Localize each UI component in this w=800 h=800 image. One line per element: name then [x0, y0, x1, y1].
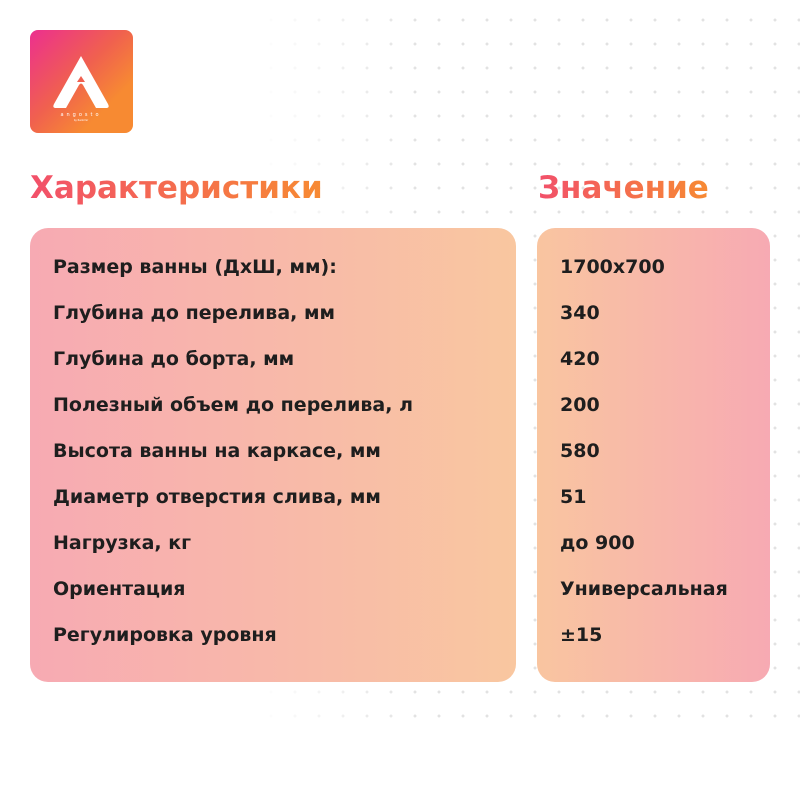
spec-label: Регулировка уровня	[53, 624, 277, 646]
characteristics-header: Характеристики	[30, 170, 323, 206]
spec-label: Размер ванны (ДхШ, мм):	[53, 256, 337, 278]
spec-label: Ориентация	[53, 578, 186, 600]
spec-value: 340	[560, 302, 600, 324]
spec-label: Высота ванны на каркасе, мм	[53, 440, 381, 462]
spec-value: до 900	[560, 532, 635, 554]
values-panel: 1700х700 340 420 200 580 51 до 900 Униве…	[537, 228, 770, 682]
spec-label: Глубина до борта, мм	[53, 348, 295, 370]
spec-value: 200	[560, 394, 600, 416]
logo: angosto by Radomir	[30, 30, 133, 133]
spec-label: Диаметр отверстия слива, мм	[53, 486, 381, 508]
spec-value: Универсальная	[560, 578, 728, 600]
spec-value: 1700х700	[560, 256, 665, 278]
spec-value: ±15	[560, 624, 603, 646]
spec-label: Полезный объем до перелива, л	[53, 394, 413, 416]
spec-value: 420	[560, 348, 600, 370]
value-header: Значение	[538, 170, 709, 206]
spec-value: 51	[560, 486, 587, 508]
spec-value: 580	[560, 440, 600, 462]
characteristics-panel: Размер ванны (ДхШ, мм): Глубина до перел…	[30, 228, 516, 682]
svg-text:by Radomir: by Radomir	[74, 118, 89, 122]
spec-label: Нагрузка, кг	[53, 532, 192, 554]
svg-text:angosto: angosto	[60, 112, 101, 118]
spec-label: Глубина до перелива, мм	[53, 302, 336, 324]
